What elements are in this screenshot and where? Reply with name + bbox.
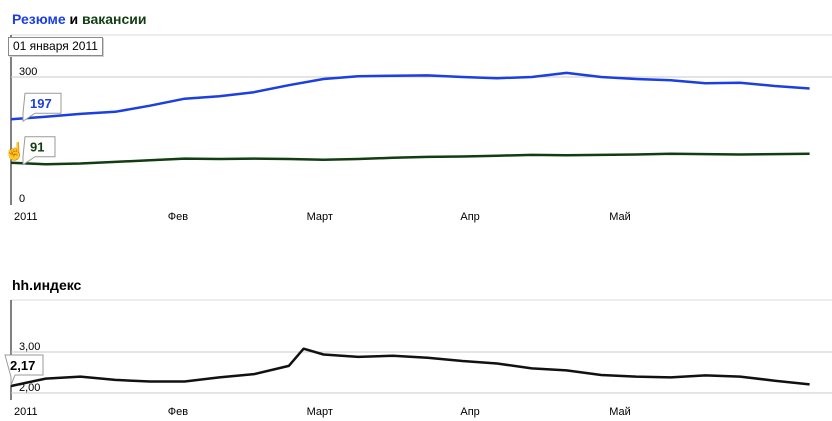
marker-label: 197	[30, 96, 52, 111]
x-tick-label-2011: 2011	[14, 406, 38, 418]
x-tick-label-2011: 2011	[14, 211, 38, 223]
x-tick-label-апр: Апр	[460, 211, 479, 223]
hand-pointer-icon: ☝	[4, 142, 26, 161]
value-marker-hh-индекс: 2,17	[4, 354, 44, 386]
title-and: и	[65, 11, 83, 27]
marker-label: 2,17	[10, 358, 35, 373]
title-vacancies: вакансии	[82, 11, 147, 27]
series-line-hh-индекс	[10, 347, 810, 388]
value-marker-вакансии: 91	[22, 136, 56, 166]
value-marker-резюме: 197	[22, 92, 62, 123]
x-tick-label-фев: Фев	[168, 211, 188, 223]
marker-box	[4, 354, 44, 386]
title-resumes: Резюме	[12, 11, 66, 27]
y-tick-label: 3,00	[19, 341, 40, 353]
x-tick-label-апр: Апр	[460, 406, 479, 418]
resumes-vacancies-chart[interactable]: 0 300 2011 Фев Март Апр Май 197 91	[0, 0, 832, 230]
chart-title-resumes-vacancies: Резюме и вакансии	[12, 11, 147, 27]
marker-box	[22, 136, 56, 166]
chart-title-hh-index: hh.индекс	[12, 277, 82, 293]
x-tick-label-май: Май	[609, 211, 631, 223]
y-tick-label: 300	[19, 66, 37, 78]
marker-box	[22, 92, 62, 123]
x-tick-label-март: Март	[307, 211, 333, 223]
hover-date-box: 01 января 2011	[8, 37, 103, 56]
x-tick-label-фев: Фев	[168, 406, 188, 418]
x-tick-label-май: Май	[609, 406, 631, 418]
marker-label: 91	[30, 140, 44, 155]
y-tick-label: 2,00	[19, 382, 40, 394]
series-line-вакансии	[10, 152, 810, 166]
series-line-резюме	[10, 71, 810, 121]
y-tick-label: 0	[19, 193, 25, 205]
x-tick-label-март: Март	[307, 406, 333, 418]
